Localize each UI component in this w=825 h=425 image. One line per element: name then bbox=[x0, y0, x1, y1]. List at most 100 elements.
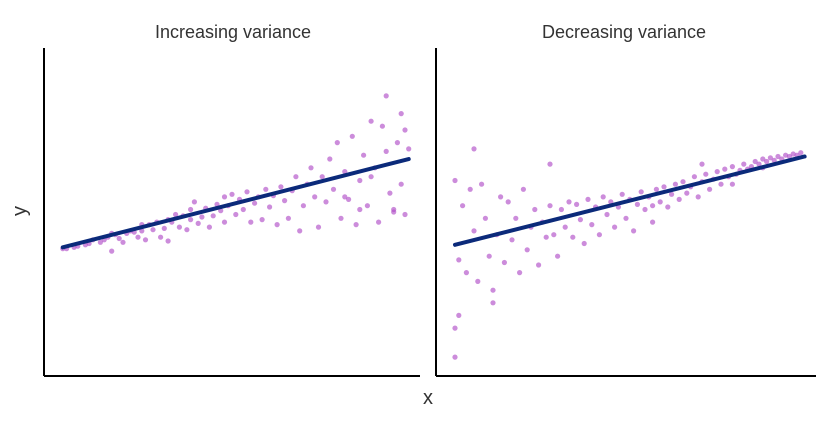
data-point bbox=[233, 211, 239, 218]
data-point bbox=[729, 164, 736, 170]
data-point bbox=[699, 161, 705, 167]
data-point bbox=[551, 232, 557, 238]
x-axis-label: x bbox=[423, 387, 433, 409]
panel-increasing-variance bbox=[43, 48, 420, 377]
data-point bbox=[775, 153, 781, 160]
data-point bbox=[536, 262, 542, 268]
data-point bbox=[589, 222, 595, 228]
data-point bbox=[543, 234, 549, 240]
data-point bbox=[188, 206, 194, 213]
data-point bbox=[312, 194, 318, 200]
data-point bbox=[402, 127, 408, 133]
data-point bbox=[581, 240, 587, 247]
data-point bbox=[323, 199, 329, 205]
data-point bbox=[475, 278, 481, 284]
data-point bbox=[221, 219, 228, 225]
data-point bbox=[308, 165, 314, 171]
data-point bbox=[285, 215, 291, 221]
y-axis-label: y bbox=[9, 206, 31, 216]
data-point bbox=[368, 174, 374, 180]
data-point bbox=[638, 189, 644, 195]
data-point bbox=[680, 179, 686, 185]
data-point bbox=[619, 191, 625, 197]
data-point bbox=[376, 219, 382, 225]
data-point bbox=[752, 158, 758, 165]
data-point bbox=[346, 196, 352, 202]
data-point bbox=[460, 203, 466, 209]
data-point bbox=[379, 123, 385, 129]
data-point bbox=[252, 200, 258, 206]
data-point bbox=[259, 217, 265, 223]
data-point bbox=[547, 161, 553, 167]
data-point bbox=[722, 166, 728, 172]
data-point bbox=[135, 234, 141, 240]
data-point bbox=[505, 199, 511, 205]
data-point bbox=[771, 157, 777, 163]
data-point bbox=[764, 158, 770, 165]
data-point bbox=[596, 232, 603, 238]
data-point bbox=[650, 219, 656, 225]
trend-line bbox=[60, 157, 411, 250]
data-point bbox=[406, 146, 412, 152]
data-point bbox=[248, 219, 254, 225]
data-point bbox=[463, 270, 469, 276]
data-point bbox=[161, 225, 167, 231]
data-point bbox=[452, 177, 458, 184]
data-point bbox=[349, 133, 355, 139]
data-point bbox=[642, 206, 648, 213]
data-point bbox=[142, 237, 149, 243]
data-point bbox=[357, 206, 363, 213]
data-point bbox=[334, 140, 340, 146]
data-point bbox=[703, 171, 709, 177]
data-point bbox=[471, 228, 477, 234]
data-point bbox=[300, 203, 306, 209]
data-point bbox=[402, 211, 408, 218]
data-point bbox=[600, 194, 606, 200]
data-point bbox=[229, 191, 235, 197]
data-point bbox=[398, 111, 404, 117]
data-point bbox=[695, 194, 701, 200]
data-point bbox=[490, 300, 496, 306]
data-point bbox=[368, 118, 374, 124]
data-point bbox=[653, 186, 660, 192]
data-point bbox=[718, 181, 724, 187]
data-point bbox=[714, 169, 720, 175]
data-point bbox=[532, 206, 538, 213]
data-point bbox=[244, 189, 250, 195]
data-point bbox=[206, 224, 212, 230]
panel-title-left: Increasing variance bbox=[155, 22, 311, 42]
data-point bbox=[267, 204, 273, 210]
data-point bbox=[282, 198, 288, 204]
data-point bbox=[452, 325, 458, 331]
data-point bbox=[158, 234, 164, 240]
data-point bbox=[398, 181, 404, 187]
data-point bbox=[517, 270, 523, 276]
data-point bbox=[456, 312, 462, 318]
data-point bbox=[199, 214, 205, 220]
data-point bbox=[173, 211, 179, 218]
data-point bbox=[767, 155, 774, 161]
data-point bbox=[707, 186, 713, 192]
data-point bbox=[319, 174, 325, 180]
data-point bbox=[566, 199, 572, 205]
data-point bbox=[570, 234, 576, 240]
data-point bbox=[562, 224, 568, 230]
data-point bbox=[729, 181, 736, 187]
data-point bbox=[631, 228, 637, 234]
data-point bbox=[394, 140, 400, 146]
data-point bbox=[184, 227, 190, 233]
data-point bbox=[353, 222, 359, 228]
data-point bbox=[691, 174, 698, 180]
data-point bbox=[798, 150, 804, 156]
data-point bbox=[297, 228, 303, 234]
data-point bbox=[482, 215, 488, 221]
data-point bbox=[383, 93, 389, 99]
panel-title-right: Decreasing variance bbox=[542, 22, 706, 42]
data-point bbox=[786, 153, 793, 160]
data-point bbox=[150, 227, 156, 233]
data-point bbox=[176, 224, 182, 230]
data-point bbox=[509, 237, 515, 243]
data-point bbox=[165, 238, 171, 244]
data-point bbox=[221, 194, 228, 200]
